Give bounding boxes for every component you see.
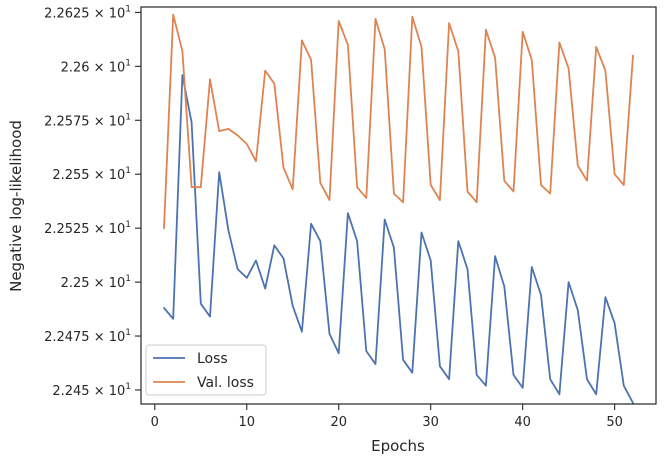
y-tick-label: 2.25 × 101: [61, 274, 131, 291]
series-line-val-loss: [163, 13, 634, 230]
y-tick-label: 2.2625 × 101: [44, 4, 131, 21]
x-axis: 0 10 20 30 40 50: [151, 404, 623, 430]
y-tick-label: 2.2575 × 101: [44, 112, 131, 129]
y-tick-label: 2.245 × 101: [52, 382, 131, 399]
legend-label-val-loss: Val. loss: [197, 375, 254, 391]
x-tick-label: 20: [330, 415, 347, 430]
y-axis-label: Negative log-likelihood: [7, 120, 25, 292]
y-tick-label: 2.2475 × 101: [44, 328, 131, 345]
x-axis-label: Epochs: [371, 437, 425, 455]
plot-frame: [140, 6, 657, 405]
x-tick-label: 0: [151, 415, 159, 430]
y-tick-label: 2.26 × 101: [61, 58, 131, 75]
x-tick-label: 50: [606, 415, 623, 430]
y-tick-label: 2.2525 × 101: [44, 220, 131, 237]
legend-label-loss: Loss: [197, 351, 228, 367]
x-tick-label: 10: [238, 415, 255, 430]
series-layer: [163, 13, 634, 404]
series-line-loss: [163, 74, 634, 404]
x-tick-label: 30: [422, 415, 439, 430]
legend: Loss Val. loss: [145, 344, 267, 396]
x-tick-label: 40: [514, 415, 531, 430]
y-tick-label: 2.255 × 101: [52, 166, 131, 183]
y-axis: 2.245 × 101 2.2475 × 101 2.25 × 101 2.2525 …: [44, 4, 141, 399]
